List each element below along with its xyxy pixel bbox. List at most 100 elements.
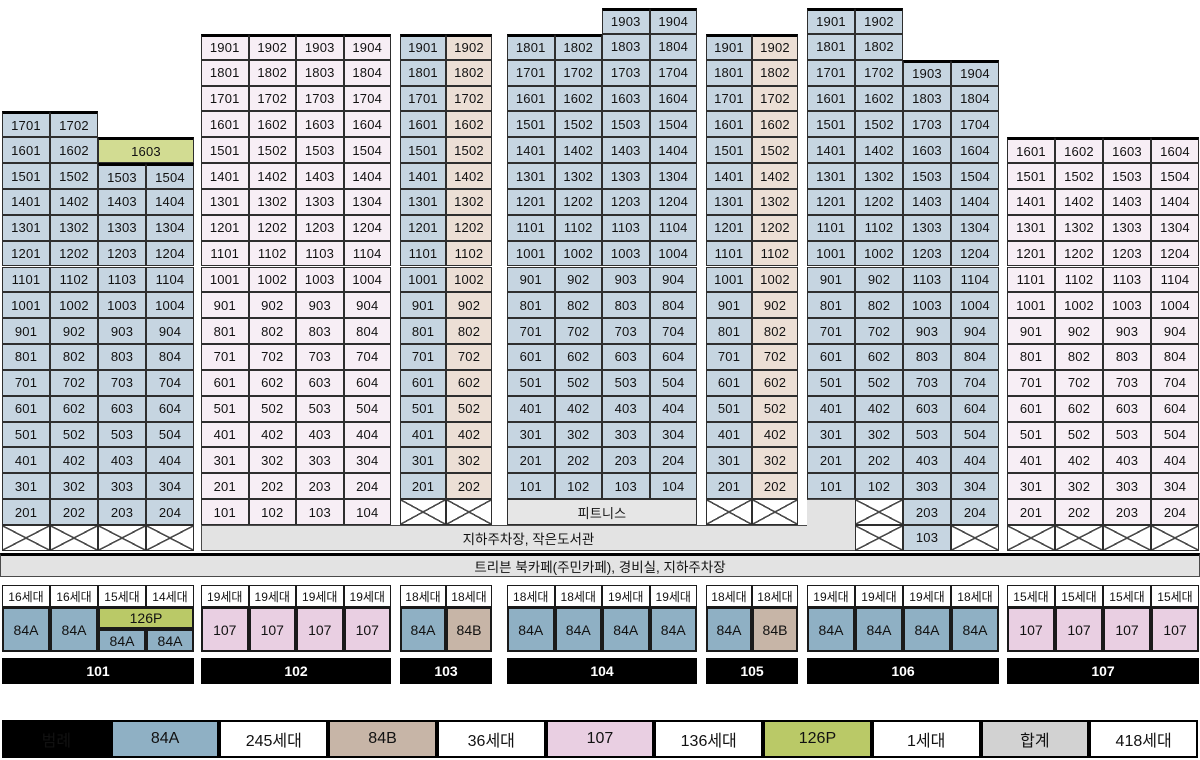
unit-cell[interactable]: 1501	[1007, 163, 1055, 189]
unit-cell[interactable]: 1303	[1103, 214, 1151, 241]
unit-cell[interactable]: 402	[50, 447, 98, 474]
unit-cell[interactable]: 704	[951, 369, 999, 396]
unit-cell[interactable]: 303	[602, 421, 650, 448]
unit-cell[interactable]: 1004	[146, 292, 194, 319]
unit-cell[interactable]: 1902	[446, 33, 492, 60]
unit-cell[interactable]: 1802	[752, 59, 798, 86]
unit-cell[interactable]: 501	[807, 369, 855, 396]
unit-cell[interactable]: 1002	[50, 292, 98, 319]
unit-cell[interactable]: 1704	[343, 85, 391, 112]
unit-cell[interactable]: 501	[2, 421, 50, 448]
unit-cell[interactable]: 1404	[951, 188, 999, 215]
unit-cell[interactable]: 804	[343, 318, 391, 345]
unit-cell[interactable]: 603	[98, 395, 146, 422]
unit-cell[interactable]: 401	[1007, 447, 1055, 474]
unit-cell[interactable]: 404	[146, 447, 194, 474]
unit-cell[interactable]: 602	[855, 344, 903, 370]
unit-cell[interactable]: 1803	[602, 33, 650, 60]
unit-cell[interactable]: 401	[706, 421, 752, 448]
unit-cell[interactable]: 1502	[752, 137, 798, 164]
unit-cell[interactable]: 403	[98, 447, 146, 474]
unit-cell[interactable]: 703	[602, 318, 650, 345]
unit-cell[interactable]: 703	[98, 369, 146, 396]
unit-cell[interactable]: 904	[1151, 318, 1199, 345]
unit-cell[interactable]: 1504	[649, 111, 697, 138]
unit-cell[interactable]: 1604	[343, 111, 391, 138]
unit-cell[interactable]: 202	[248, 473, 296, 500]
unit-cell[interactable]: 701	[400, 344, 446, 370]
unit-cell[interactable]: 801	[1007, 344, 1055, 370]
unit-cell[interactable]: 1701	[2, 111, 50, 138]
unit-cell[interactable]: 1103	[98, 266, 146, 293]
unit-cell[interactable]: 201	[706, 473, 752, 500]
unit-cell[interactable]: 802	[248, 318, 296, 345]
unit-cell[interactable]: 1002	[1055, 292, 1103, 319]
unit-cell[interactable]: 1901	[201, 33, 249, 60]
unit-cell[interactable]: 1704	[649, 59, 697, 86]
unit-cell[interactable]: 1804	[649, 33, 697, 60]
unit-cell[interactable]: 501	[201, 395, 249, 422]
unit-cell[interactable]: 1201	[201, 214, 249, 241]
unit-cell[interactable]: 1903	[602, 8, 650, 34]
unit-cell[interactable]: 1001	[706, 266, 752, 293]
unit-cell[interactable]: 601	[706, 369, 752, 396]
unit-cell[interactable]: 201	[201, 473, 249, 500]
unit-cell[interactable]: 1602	[50, 137, 98, 164]
unit-cell[interactable]: 101	[507, 473, 555, 500]
unit-cell[interactable]: 1001	[1007, 292, 1055, 319]
unit-cell[interactable]: 1101	[400, 240, 446, 267]
unit-cell[interactable]: 701	[201, 344, 249, 370]
unit-cell[interactable]: 304	[1151, 473, 1199, 500]
unit-cell[interactable]: 304	[146, 473, 194, 500]
unit-cell[interactable]: 804	[146, 344, 194, 370]
unit-cell[interactable]: 1401	[1007, 188, 1055, 215]
unit-cell[interactable]: 702	[50, 369, 98, 396]
unit-cell[interactable]: 1101	[1007, 266, 1055, 293]
unit-cell[interactable]: 201	[2, 499, 50, 525]
unit-cell[interactable]: 402	[554, 395, 602, 422]
unit-cell[interactable]: 1204	[951, 240, 999, 267]
unit-cell[interactable]: 1802	[855, 33, 903, 60]
unit-cell[interactable]: 1203	[1103, 240, 1151, 267]
unit-cell[interactable]: 1602	[855, 85, 903, 112]
unit-cell[interactable]: 403	[903, 447, 951, 474]
unit-cell[interactable]: 301	[400, 447, 446, 474]
unit-cell[interactable]: 601	[201, 369, 249, 396]
unit-cell[interactable]: 702	[752, 344, 798, 370]
unit-cell[interactable]: 1301	[201, 188, 249, 215]
unit-cell[interactable]: 1102	[50, 266, 98, 293]
unit-cell[interactable]: 801	[400, 318, 446, 345]
unit-cell[interactable]: 1101	[507, 214, 555, 241]
unit-cell[interactable]: 504	[146, 421, 194, 448]
unit-cell[interactable]: 604	[649, 344, 697, 370]
unit-cell[interactable]: 1801	[201, 59, 249, 86]
unit-cell[interactable]: 1203	[602, 188, 650, 215]
unit-cell[interactable]: 1004	[649, 240, 697, 267]
unit-cell[interactable]: 1602	[1055, 137, 1103, 164]
unit-cell[interactable]: 1504	[343, 137, 391, 164]
unit-cell[interactable]: 1301	[807, 163, 855, 189]
unit-cell[interactable]: 403	[296, 421, 344, 448]
unit-cell[interactable]: 1402	[752, 163, 798, 189]
unit-cell[interactable]: 303	[98, 473, 146, 500]
unit-cell[interactable]: 1001	[507, 240, 555, 267]
unit-cell[interactable]: 1304	[1151, 214, 1199, 241]
unit-cell[interactable]: 1401	[400, 163, 446, 189]
unit-cell[interactable]: 1201	[2, 240, 50, 267]
unit-cell[interactable]: 801	[507, 292, 555, 319]
unit-cell[interactable]: 204	[649, 447, 697, 474]
unit-cell[interactable]: 1802	[554, 33, 602, 60]
unit-cell[interactable]: 403	[1103, 447, 1151, 474]
unit-cell[interactable]: 1103	[602, 214, 650, 241]
unit-cell[interactable]: 1003	[296, 266, 344, 293]
unit-cell[interactable]: 1204	[343, 214, 391, 241]
unit-cell[interactable]: 102	[248, 499, 296, 525]
unit-cell[interactable]: 1303	[296, 188, 344, 215]
unit-cell[interactable]: 101	[201, 499, 249, 525]
unit-cell[interactable]: 503	[296, 395, 344, 422]
unit-cell[interactable]: 302	[752, 447, 798, 474]
unit-cell[interactable]: 803	[903, 344, 951, 370]
unit-cell[interactable]: 1401	[201, 163, 249, 189]
unit-cell[interactable]: 1001	[201, 266, 249, 293]
unit-cell[interactable]: 104	[649, 473, 697, 500]
